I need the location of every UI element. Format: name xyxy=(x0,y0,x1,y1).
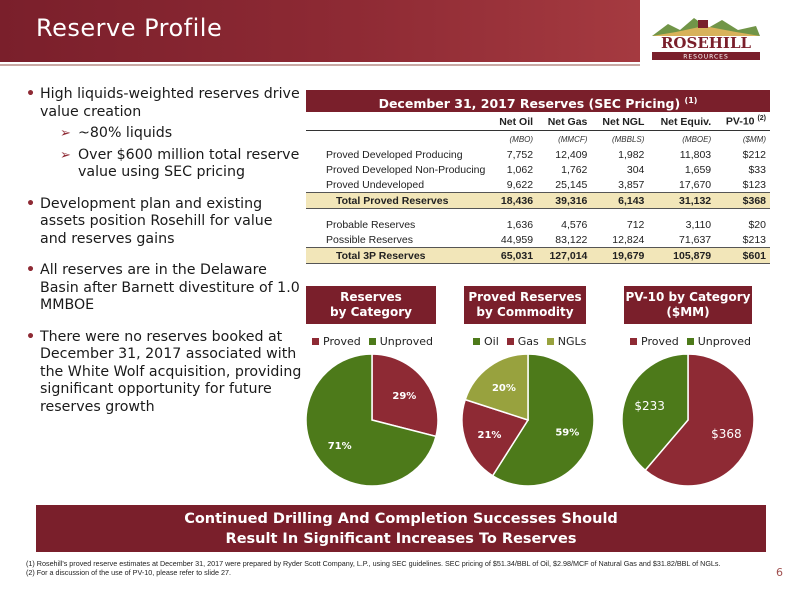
pie-slice-label: 29% xyxy=(392,391,416,402)
pie-slice-label: 21% xyxy=(478,430,502,441)
pie-slice-label: 59% xyxy=(555,427,579,438)
header-band: Reserve Profile xyxy=(0,0,640,62)
chart-header-pv10: PV-10 by Category ($MM) xyxy=(624,286,752,324)
bullet-item: All reserves are in the Delaware Basin a… xyxy=(26,262,302,315)
table-title: December 31, 2017 Reserves (SEC Pricing)… xyxy=(306,90,770,112)
pie-slice xyxy=(621,353,689,472)
pie-slice-label: 20% xyxy=(492,383,516,394)
legend-item: Proved xyxy=(630,335,679,348)
pie-slice-label: $368 xyxy=(711,427,742,441)
pie-chart-pv10: $368 $233 xyxy=(621,353,755,487)
header-stripe xyxy=(0,64,640,66)
sub-bullet-item: ➢ Over $600 million total reserve value u… xyxy=(60,146,300,181)
bullet-item: Development plan and existing assets pos… xyxy=(26,196,302,249)
pie-slice xyxy=(644,353,755,487)
pie-slice-label: $233 xyxy=(634,399,665,413)
bullet-text: Development plan and existing assets pos… xyxy=(40,195,273,247)
bullet-list: High liquids-weighted reserves drive val… xyxy=(26,86,302,430)
pie-slice-label: 71% xyxy=(328,441,352,452)
column-header: Net Oil xyxy=(489,113,538,131)
legend-item: NGLs xyxy=(546,335,586,348)
reserves-table: Net Oil Net Gas Net NGL Net Equiv. PV-10 (2)… xyxy=(306,113,770,264)
legend-item: Unproved xyxy=(368,335,433,348)
legend-item: Unproved xyxy=(686,335,751,348)
footnote-1: (1) Rosehill's proved reserve estimates … xyxy=(26,559,721,568)
rosehill-logo: ROSEHILL RESOURCES xyxy=(652,18,760,61)
pie-slice xyxy=(491,353,595,487)
spacer-row xyxy=(306,209,770,218)
bullet-item: High liquids-weighted reserves drive val… xyxy=(26,86,302,182)
legend-item: Oil xyxy=(473,335,499,348)
arrow-icon: ➢ xyxy=(60,126,71,141)
pie-slice xyxy=(371,353,439,438)
page-title: Reserve Profile xyxy=(36,14,223,42)
column-header: Net Equiv. xyxy=(648,113,716,131)
bullet-text: There were no reserves booked at Decembe… xyxy=(40,328,302,415)
column-header: Net NGL xyxy=(591,113,649,131)
pie-slice xyxy=(305,353,437,487)
chart-header-category: Reserves by Category xyxy=(306,286,436,324)
table-row: Proved Undeveloped 9,622 25,145 3,857 17,670… xyxy=(326,178,766,191)
logo-subtext: RESOURCES xyxy=(683,54,729,61)
table-row: Proved Developed Producing 7,752 12,409 1,9… xyxy=(326,148,766,161)
units-row: (MBO) (MMCF) (MBBLS) (MBOE) ($MM) xyxy=(509,134,766,144)
pie-chart-commodity: 59% 21% 20% xyxy=(461,353,595,487)
footnote-2: (2) For a discussion of the use of PV-10… xyxy=(26,567,231,577)
bullet-item: There were no reserves booked at Decembe… xyxy=(26,329,302,417)
chart-header-commodity: Proved Reserves by Commodity xyxy=(464,286,586,324)
bullet-text: High liquids-weighted reserves drive val… xyxy=(40,86,300,120)
pie-slice xyxy=(461,398,530,477)
legend-category: Proved Unproved xyxy=(312,335,433,348)
sub-bullet-item: ➢ ~80% liquids xyxy=(60,125,173,141)
page-number: 6 xyxy=(776,566,783,579)
table-header-row: Net Oil Net Gas Net NGL Net Equiv. PV-10 (2) xyxy=(306,113,770,131)
column-header: Net Gas xyxy=(537,113,592,131)
logo-text: ROSEHILL xyxy=(661,34,752,52)
table-row: Possible Reserves 44,959 83,122 12,824 71,63… xyxy=(326,233,766,246)
bottom-banner: Continued Drilling And Completion Succes… xyxy=(36,505,766,552)
legend-item: Gas xyxy=(506,335,539,348)
table-row: Proved Developed Non-Producing 1,062 1,762… xyxy=(326,163,766,176)
arrow-icon: ➢ xyxy=(60,147,71,163)
pie-chart-category: 29% 71% xyxy=(305,353,439,487)
total-row: Total 3P Reserves 65,031 127,014 19,679 105,… xyxy=(306,247,770,264)
legend-item: Proved xyxy=(312,335,361,348)
bullet-text: All reserves are in the Delaware Basin a… xyxy=(40,262,300,313)
footnotes: (1) Rosehill's proved reserve estimates … xyxy=(26,559,756,577)
legend-pv10: Proved Unproved xyxy=(630,335,751,348)
table-row: Probable Reserves 1,636 4,576 712 3,110 $20 xyxy=(326,218,766,231)
column-header: PV-10 (2) xyxy=(715,113,770,131)
pie-slice xyxy=(464,353,529,422)
legend-commodity: Oil Gas NGLs xyxy=(473,335,586,348)
total-row: Total Proved Reserves 18,436 39,316 6,143 31… xyxy=(306,192,770,209)
